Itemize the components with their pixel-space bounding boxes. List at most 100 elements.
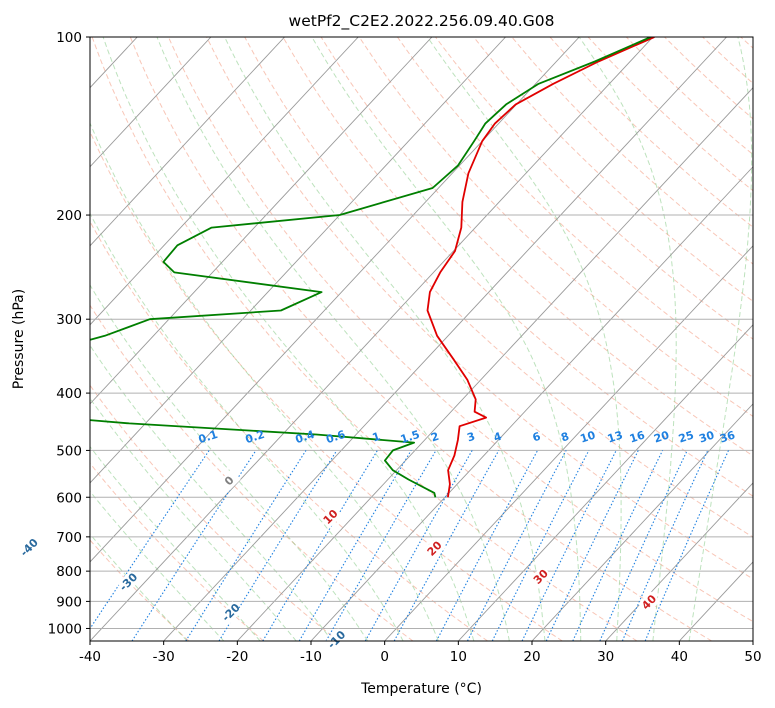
x-tick-label: -30 (153, 649, 175, 665)
isotherm (458, 324, 753, 641)
mixing-ratio-label-text: 13 (606, 429, 625, 446)
label-background (219, 601, 243, 624)
moist-adiabat (90, 212, 404, 641)
mixing-ratio-label-text: 4 (492, 430, 504, 445)
mixing-ratio-line (218, 450, 338, 641)
dry-adiabat (320, 37, 753, 457)
temperature-profile (426, 37, 655, 498)
mixing-ratio-label: 0.4 (294, 428, 317, 446)
dry-adiabat (282, 37, 753, 497)
dry-adiabat (167, 37, 753, 623)
mixing-ratio-line (131, 450, 257, 641)
mixing-ratio-line (521, 450, 617, 641)
mixing-ratio-label: 8 (559, 430, 570, 445)
mixing-ratio-label: 0.6 (324, 428, 347, 446)
dry-adiabat (90, 462, 264, 641)
mixing-ratio-line (572, 450, 664, 641)
moist-adiabat (688, 37, 753, 641)
moist-adiabat (156, 37, 510, 641)
x-tick-label: 40 (671, 649, 688, 665)
dry-adiabat-label: 10 (319, 505, 343, 529)
moist-adiabat (90, 533, 188, 641)
dry-adiabat (664, 37, 753, 120)
dry-adiabat-label: 0 (217, 469, 241, 493)
mixing-ratio-label-text: 30 (697, 428, 716, 445)
isotherm (90, 37, 212, 168)
dry-adiabat (702, 37, 753, 85)
mixing-ratio-label-text: 36 (718, 428, 737, 445)
dry-adiabat-label-text: -10 (325, 628, 348, 651)
label-background (319, 505, 343, 529)
mixing-ratio-label-text: 2 (429, 430, 440, 445)
dry-adiabat-label-text: 30 (531, 567, 551, 587)
mixing-ratio-label: 3 (465, 430, 476, 445)
mixing-ratio-line (262, 450, 378, 641)
mixing-ratio-line (644, 450, 730, 641)
dry-adiabat (358, 37, 753, 417)
mixing-ratio-label: 0.2 (244, 428, 267, 446)
mixing-ratio-label-text: 0.2 (244, 428, 267, 446)
mixing-ratio-label: 20 (652, 428, 671, 445)
moist-adiabat (90, 344, 333, 641)
label-background (423, 537, 447, 561)
dry-adiabat (90, 220, 488, 641)
mixing-ratio-label-text: 10 (579, 428, 598, 445)
mixing-ratio-label-text: 8 (559, 430, 570, 445)
mixing-ratio-label-text: 1 (371, 430, 382, 445)
dry-adiabat (511, 37, 753, 265)
dry-adiabat-label: -10 (325, 628, 349, 652)
isotherm (90, 37, 580, 563)
dry-adiabat-label: 20 (423, 537, 447, 561)
mixing-ratio-line (621, 450, 709, 641)
y-tick-label: 900 (56, 594, 82, 610)
dry-adiabat-label-text: 10 (321, 507, 341, 527)
y-tick-label: 200 (56, 208, 82, 224)
x-tick-label: 20 (523, 649, 540, 665)
mixing-ratio-label: 16 (628, 428, 647, 445)
mixing-ratio-label-text: 16 (628, 428, 647, 445)
mixing-ratio-line (545, 450, 639, 641)
mixing-ratio-label-text: 0.1 (197, 428, 220, 446)
isotherm (163, 37, 727, 641)
mixing-ratio-label-text: 25 (677, 429, 696, 446)
y-tick-label: 600 (56, 490, 82, 506)
dry-adiabat (90, 539, 190, 641)
mixing-ratio-line (364, 450, 473, 641)
mixing-ratio-label-text: 3 (465, 430, 476, 445)
x-tick-label: 10 (450, 649, 467, 665)
plot-frame (89, 36, 754, 642)
mixing-ratio-label: 2 (429, 430, 440, 445)
mixing-ratio-label: 1 (371, 430, 382, 445)
isotherm (237, 87, 753, 641)
y-tick-label: 400 (56, 386, 82, 402)
mixing-ratio-line (467, 450, 567, 641)
x-tick-label: 0 (380, 649, 389, 665)
mixing-ratio-label-text: 6 (531, 430, 543, 445)
x-tick-label: -10 (300, 649, 322, 665)
sounding-profiles (90, 37, 655, 498)
moist-adiabat (90, 490, 225, 641)
y-tick-label: 300 (56, 312, 82, 328)
dry-adiabat (90, 130, 563, 641)
moist-adiabat (90, 284, 369, 641)
x-tick-label: 50 (744, 649, 761, 665)
dry-adiabat (473, 37, 753, 302)
mixing-ratio-line (491, 450, 590, 641)
isotherm (310, 166, 753, 641)
isotherm (384, 245, 753, 641)
y-tick-label: 1000 (48, 621, 82, 637)
y-axis: 100 200 300 400 500 600 700 800 900 1000 (48, 30, 90, 637)
dry-adiabat-label-text: 20 (425, 538, 445, 558)
x-axis-label: Temperature (°C) (360, 681, 482, 697)
dry-adiabat (90, 384, 339, 641)
mixing-ratio-label-text: 0.6 (324, 428, 347, 446)
isotherm (679, 561, 753, 641)
dewpoint-profile (90, 37, 652, 498)
moist-adiabat (224, 37, 546, 641)
y-axis-label: Pressure (hPa) (11, 289, 27, 389)
mixing-ratio-line (599, 450, 688, 641)
dry-adiabat-label-text: -40 (18, 536, 41, 559)
label-background (325, 628, 349, 652)
mixing-ratio-label: 13 (606, 429, 625, 446)
